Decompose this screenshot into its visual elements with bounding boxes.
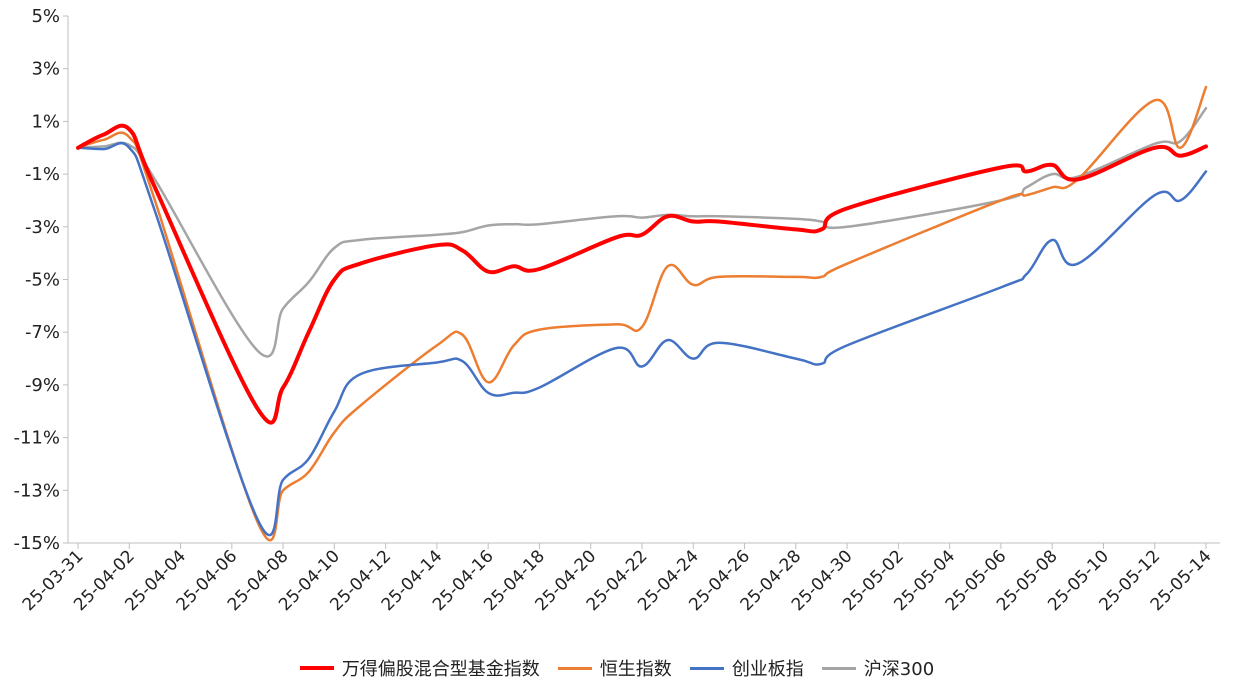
y-tick-label: -15% xyxy=(13,533,60,554)
legend-item-hang-seng: 恒生指数 xyxy=(557,655,672,681)
line-chart: 5%3%1%-1%-3%-5%-7%-9%-11%-13%-15%25-03-3… xyxy=(13,6,1220,615)
legend-swatch xyxy=(299,666,334,670)
legend-item-chinext: 创业板指 xyxy=(689,655,804,681)
y-tick-label: -7% xyxy=(25,322,60,343)
legend-swatch xyxy=(821,666,856,670)
legend-label: 沪深300 xyxy=(863,659,935,680)
y-tick-label: -1% xyxy=(25,164,60,185)
legend-label: 创业板指 xyxy=(731,659,804,680)
legend-label: 恒生指数 xyxy=(599,659,672,680)
chart-tick-labels: 5%3%1%-1%-3%-5%-7%-9%-11%-13%-15%25-03-3… xyxy=(13,6,1215,615)
chart-axes xyxy=(63,15,1220,549)
series-line-wind-fund-index xyxy=(76,123,1208,425)
chart-legend: 万得偏股混合型基金指数 恒生指数 创业板指 沪深300 xyxy=(0,655,1234,681)
y-tick-label: -11% xyxy=(13,428,60,449)
y-tick-label: 5% xyxy=(31,6,60,27)
y-tick-label: -5% xyxy=(25,270,60,291)
chart-series xyxy=(76,85,1208,542)
y-tick-label: -3% xyxy=(25,217,60,238)
legend-swatch xyxy=(557,666,592,670)
series-line-chinext xyxy=(76,142,1208,537)
y-tick-label: 3% xyxy=(31,59,60,80)
legend-swatch xyxy=(689,666,724,670)
y-tick-label: -9% xyxy=(25,375,60,396)
legend-label: 万得偏股混合型基金指数 xyxy=(341,659,540,680)
y-tick-label: 1% xyxy=(31,111,60,132)
series-line-csi300 xyxy=(76,106,1208,358)
series-line-hang-seng xyxy=(76,85,1208,542)
legend-item-wind-fund-index: 万得偏股混合型基金指数 xyxy=(299,655,540,681)
y-tick-label: -13% xyxy=(13,480,60,501)
legend-item-csi300: 沪深300 xyxy=(821,655,935,681)
